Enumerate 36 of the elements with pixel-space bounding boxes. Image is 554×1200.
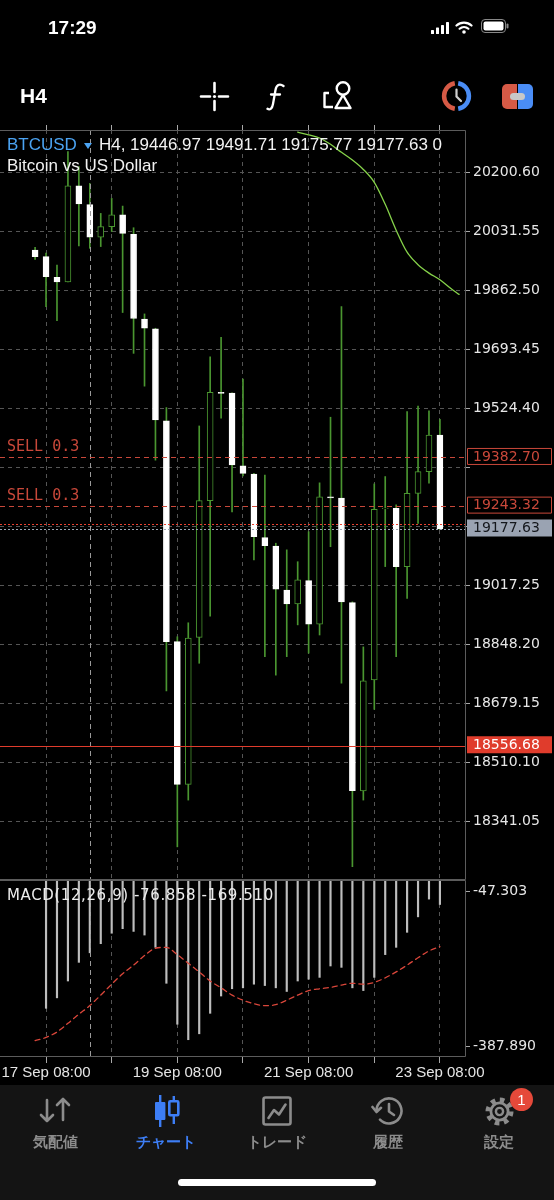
y-tick-label: -387.890 <box>473 1036 536 1053</box>
text: 気配値 <box>32 1133 78 1152</box>
candlestick <box>283 549 291 657</box>
y-tick-label: 19524.40 <box>473 398 540 415</box>
ref-line-label: 19243.32 <box>473 496 540 513</box>
y-tick-label: 19017.25 <box>473 575 540 592</box>
ref-line-label: 19382.70 <box>473 447 540 464</box>
text: 17:29 <box>48 17 97 39</box>
text: 設定 <box>484 1133 514 1152</box>
candlestick <box>239 378 247 477</box>
x-tick-label: 21 Sep 08:00 <box>264 1063 354 1081</box>
annotation: SELL 0.3 <box>7 437 80 456</box>
text: H4 <box>20 84 47 108</box>
y-tick-label: 18848.20 <box>473 634 540 651</box>
y-tick-label: -47.303 <box>473 881 528 898</box>
y-tick-label: 18510.10 <box>473 752 540 769</box>
line-series <box>34 946 441 1042</box>
y-tick-label: 18679.15 <box>473 693 540 710</box>
y-tick-label: 18341.05 <box>473 811 540 828</box>
x-tick-label: 19 Sep 08:00 <box>132 1063 222 1081</box>
ref-line-label: 19177.63 <box>473 519 540 536</box>
candlestick <box>261 474 269 657</box>
y-tick-label: 19693.45 <box>473 339 540 356</box>
ref-line-label: 18556.68 <box>473 735 540 752</box>
candlestick <box>381 476 389 567</box>
annotation: SELL 0.3 <box>7 486 80 505</box>
y-tick-label: 20200.60 <box>473 162 540 179</box>
text: トレード <box>247 1133 307 1152</box>
y-tick-label: 20031.55 <box>473 221 540 238</box>
x-tick-label: 17 Sep 08:00 <box>1 1063 91 1081</box>
y-tick-label: 19862.50 <box>473 280 540 297</box>
x-tick-label: 23 Sep 08:00 <box>395 1063 485 1081</box>
text: チャート <box>136 1133 196 1152</box>
text: 履歴 <box>373 1133 403 1152</box>
text: Bitcoin vs US Dollar <box>7 156 158 176</box>
chart-title: BTCUSD <box>7 135 77 154</box>
